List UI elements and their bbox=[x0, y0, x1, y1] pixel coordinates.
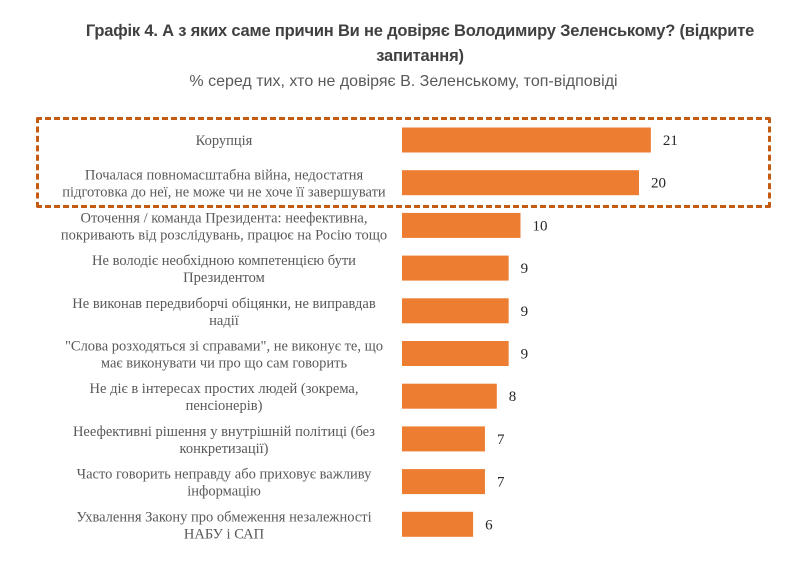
bar bbox=[402, 298, 509, 324]
category-label: Ухвалення Закону про обмеження незалежно… bbox=[76, 509, 371, 542]
category-label: Почалася повномасштабна війна, недостатн… bbox=[62, 168, 386, 201]
data-label: 9 bbox=[521, 347, 529, 363]
category-label: Оточення / команда Президента: неефектив… bbox=[61, 210, 387, 243]
bar bbox=[402, 511, 474, 537]
data-label: 7 bbox=[497, 475, 505, 491]
category-label: Корупція bbox=[196, 133, 253, 149]
bar bbox=[402, 341, 509, 366]
category-label: Не виконав передвиборчі обіцянки, не вип… bbox=[72, 296, 376, 329]
bar bbox=[402, 170, 639, 196]
bar bbox=[402, 127, 651, 153]
bar bbox=[402, 212, 521, 238]
data-label: 10 bbox=[533, 218, 548, 234]
bar bbox=[402, 469, 485, 495]
data-label: 7 bbox=[497, 432, 505, 448]
category-label: "Слова розходяться зі справами", не вико… bbox=[65, 339, 383, 372]
bar bbox=[402, 426, 485, 452]
chart-title: Графік 4. А з яких саме причин Ви не дов… bbox=[85, 22, 755, 65]
category-label: Неефективні рішення у внутрішній політиц… bbox=[73, 424, 375, 457]
data-label: 8 bbox=[509, 389, 517, 405]
data-label: 9 bbox=[521, 304, 529, 320]
data-label: 21 bbox=[663, 133, 678, 149]
data-label: 9 bbox=[521, 261, 529, 277]
category-label: Часто говорить неправду або приховує важ… bbox=[77, 467, 372, 500]
bar bbox=[402, 255, 509, 281]
chart-subtitle: % серед тих, хто не довіряє В. Зеленсько… bbox=[189, 73, 618, 90]
category-label: Не діє в інтересах простих людей (зокрем… bbox=[90, 381, 359, 414]
data-label: 20 bbox=[651, 176, 666, 192]
data-label: 6 bbox=[485, 517, 493, 533]
highlight-box bbox=[36, 117, 771, 208]
category-label: Не володіє необхідною компетенцією бути П… bbox=[92, 253, 356, 286]
bar bbox=[402, 383, 497, 409]
